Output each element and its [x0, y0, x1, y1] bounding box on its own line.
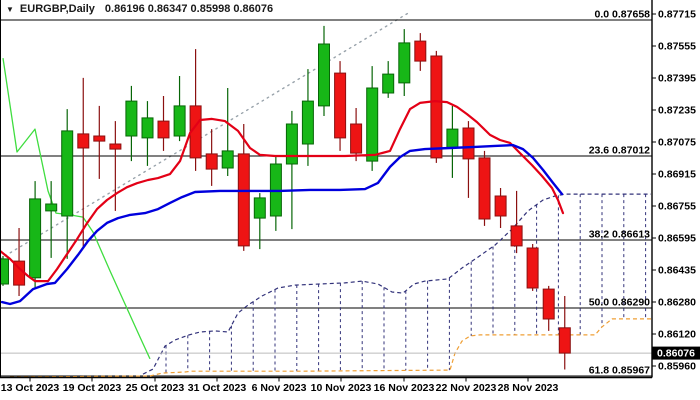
candle-body-bull — [318, 43, 330, 107]
candle-body-bear — [237, 153, 250, 247]
y-axis-label: 0.86595 — [658, 233, 696, 245]
x-axis-label: 31 Oct 2023 — [188, 382, 247, 394]
candle-body-bull — [285, 123, 298, 165]
fib-level-label: 50.0 0.86290 — [589, 297, 650, 309]
candle-body-bear — [157, 120, 170, 139]
y-axis-label: 0.85960 — [658, 361, 696, 373]
x-axis-label: 28 Nov 2023 — [498, 382, 559, 394]
candle-body-bull — [125, 100, 138, 137]
ma-red-line — [0, 99, 565, 283]
candle-body-bear — [478, 157, 491, 220]
y-axis-label: 0.86280 — [658, 297, 696, 309]
ma-blue-line — [0, 143, 564, 306]
y-axis-label: 0.86120 — [658, 329, 696, 341]
y-axis-label: 0.87395 — [658, 73, 696, 85]
candle-body-bull — [382, 73, 395, 94]
candle-body-bear — [334, 72, 347, 139]
fib-level-label: 0.0 0.87658 — [595, 9, 651, 21]
candle-body-bear — [526, 247, 539, 289]
candle-body-bear — [109, 143, 122, 150]
candle-body-bear — [510, 225, 523, 247]
y-axis-label: 0.86755 — [658, 201, 696, 213]
candle-body-bull — [398, 42, 411, 84]
candle-body-bear — [462, 127, 475, 160]
candle-body-bear — [558, 327, 571, 354]
x-axis-label: 6 Nov 2023 — [252, 382, 307, 394]
chart-title: ▼ EURGBP,Daily 0.86196 0.86347 0.85998 0… — [6, 3, 273, 15]
candle-body-bull — [0, 258, 9, 285]
candle-body-bull — [29, 198, 42, 279]
y-axis-label: 0.86435 — [658, 265, 696, 277]
y-axis-label: 0.87555 — [658, 41, 696, 53]
bid-price-badge — [652, 346, 700, 360]
symbol-period-label: EURGBP,Daily — [19, 3, 95, 15]
x-axis-label: 25 Oct 2023 — [126, 382, 185, 394]
bid-price-badge-text: 0.86076 — [657, 348, 695, 360]
candle-body-bear — [542, 288, 555, 320]
x-axis-label: 19 Oct 2023 — [63, 382, 122, 394]
x-axis-label: 13 Oct 2023 — [1, 382, 60, 394]
symbol-dropdown-arrow[interactable]: ▼ — [6, 4, 14, 14]
candle-body-bear — [414, 40, 427, 62]
fib-level-label: 38.2 0.86613 — [589, 229, 650, 241]
y-axis-label: 0.86915 — [658, 169, 696, 181]
candle-body-bear — [77, 133, 90, 149]
candle-body-bull — [366, 87, 379, 162]
x-axis-label: 10 Nov 2023 — [311, 382, 372, 394]
fib-level-label: 61.8 0.85967 — [589, 365, 650, 377]
candle-body-bull — [173, 105, 186, 137]
candle-body-bull — [61, 130, 74, 217]
candle-body-bull — [45, 203, 58, 212]
candle-body-bear — [350, 123, 363, 154]
candle-body-bear — [430, 55, 443, 159]
candle-body-bear — [205, 153, 218, 170]
candle-body-bull — [446, 128, 459, 149]
x-axis-label: 16 Nov 2023 — [374, 382, 435, 394]
candle-body-bull — [141, 117, 154, 139]
y-axis-label: 0.87075 — [658, 137, 696, 149]
candle-body-bear — [93, 135, 106, 142]
fib-level-label: 23.6 0.87012 — [589, 145, 650, 157]
ohlc-readout: 0.86196 0.86347 0.85998 0.86076 — [104, 3, 274, 15]
y-axis-label: 0.87715 — [658, 9, 696, 21]
candle-body-bull — [301, 100, 314, 145]
y-axis-label: 0.87235 — [658, 105, 696, 117]
trendline[interactable] — [0, 11, 411, 260]
candle-body-bull — [221, 150, 234, 169]
candle-body-bear — [494, 195, 507, 217]
candle-body-bull — [253, 197, 266, 219]
x-axis-label: 22 Nov 2023 — [436, 382, 497, 394]
chikou-span-line — [2, 58, 151, 360]
